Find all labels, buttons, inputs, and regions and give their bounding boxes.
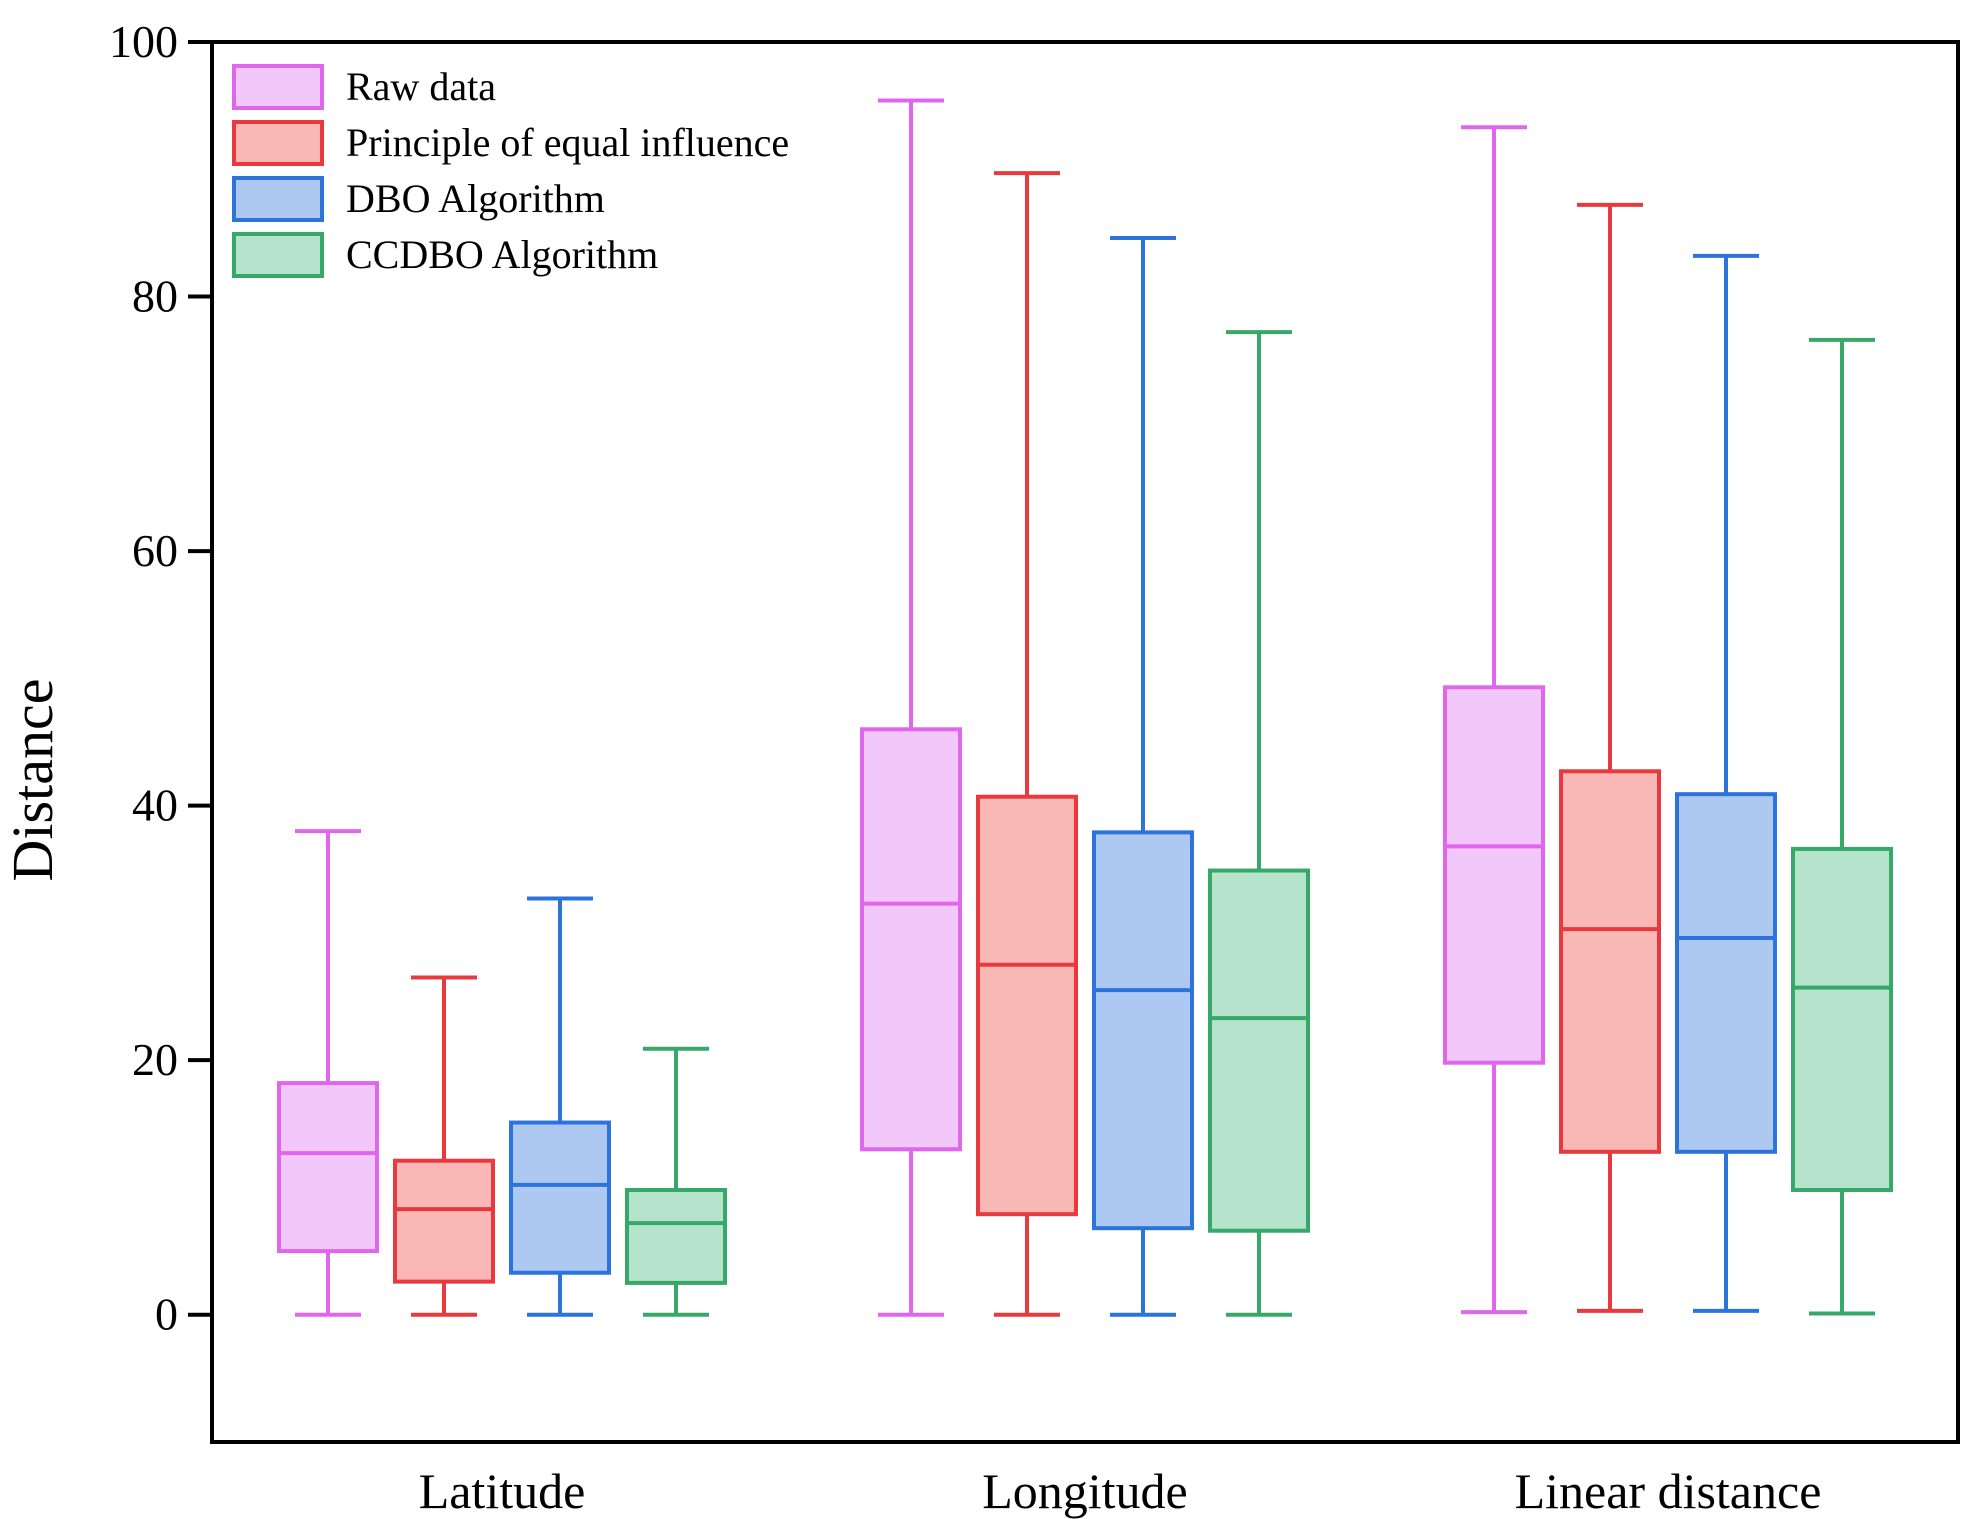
box-plot (1208, 330, 1310, 1317)
x-axis-categories: Latitude Longitude Linear distance (419, 1463, 1822, 1519)
y-tick-label: 0 (155, 1289, 178, 1340)
boxes-layer (277, 98, 1893, 1317)
legend-label: CCDBO Algorithm (346, 232, 658, 277)
legend-swatch (232, 120, 324, 166)
legend-swatch (232, 176, 324, 222)
iqr-box (277, 1081, 379, 1254)
y-tick-label: 20 (132, 1034, 178, 1085)
series-1 (393, 171, 1661, 1317)
y-axis-title: Distance (0, 679, 65, 882)
series-3 (625, 330, 1893, 1317)
y-tick-label: 100 (109, 16, 178, 67)
box-plot (1559, 202, 1661, 1313)
plot-frame (210, 40, 1960, 1444)
box-plot (277, 829, 379, 1317)
box-plot (976, 171, 1078, 1317)
iqr-box (509, 1120, 611, 1275)
legend-label: Raw data (346, 64, 496, 109)
iqr-box (1092, 830, 1194, 1231)
legend: Raw data Principle of equal influence DBO … (232, 64, 789, 278)
box-plot (625, 1046, 727, 1317)
iqr-box (976, 794, 1078, 1217)
iqr-box (625, 1188, 727, 1285)
x-category-label: Linear distance (1515, 1463, 1822, 1519)
iqr-box (1791, 846, 1893, 1193)
iqr-box (860, 727, 962, 1152)
y-axis-ticks: 0 20 40 60 80 100 (109, 16, 212, 1340)
box-plot (1443, 125, 1545, 1315)
iqr-box (393, 1158, 495, 1284)
box-plot (1092, 236, 1194, 1317)
legend-label: Principle of equal influence (346, 120, 789, 165)
box-plot (393, 975, 495, 1317)
iqr-box (1675, 792, 1777, 1154)
y-tick-label: 40 (132, 780, 178, 831)
box-plot (509, 896, 611, 1317)
iqr-box (1443, 685, 1545, 1065)
box-plot (1791, 337, 1893, 1316)
iqr-box (1559, 769, 1661, 1154)
series-0 (277, 98, 1545, 1317)
legend-swatch (232, 64, 324, 110)
box-plot (1675, 253, 1777, 1313)
legend-swatch (232, 232, 324, 278)
x-category-label: Latitude (419, 1463, 586, 1519)
series-2 (509, 236, 1777, 1317)
legend-label: DBO Algorithm (346, 176, 605, 221)
x-category-label: Longitude (982, 1463, 1188, 1519)
y-tick-label: 80 (132, 271, 178, 322)
iqr-box (1208, 868, 1310, 1233)
box-plot (860, 98, 962, 1317)
y-tick-label: 60 (132, 525, 178, 576)
